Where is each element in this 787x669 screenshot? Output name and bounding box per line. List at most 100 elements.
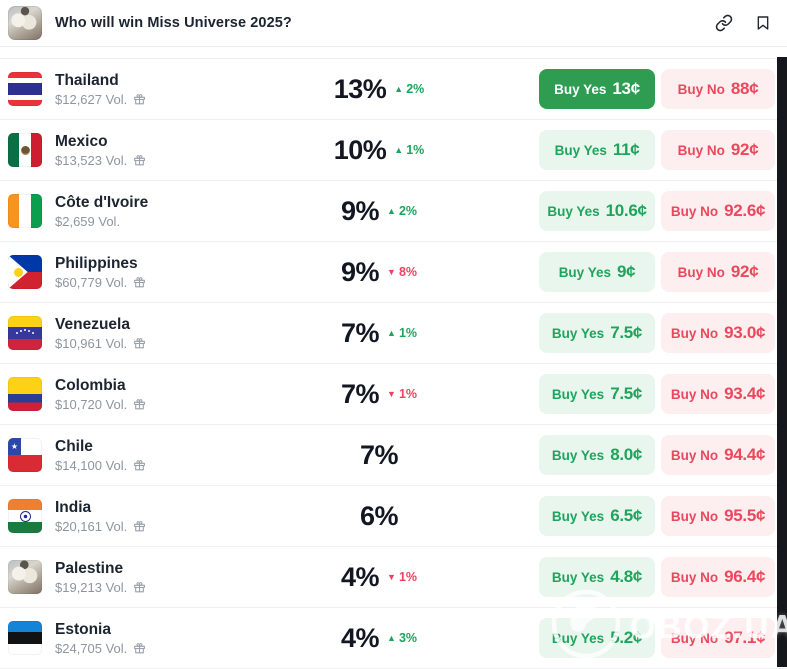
chile-flag-icon (8, 438, 42, 472)
no-price: 92¢ (730, 262, 759, 281)
probability-change: ▼ 1% (387, 387, 418, 401)
buy-no-button[interactable]: Buy No 96.4¢ (661, 557, 775, 597)
outcome-volume: $13,523 Vol. (55, 152, 128, 168)
buy-yes-button[interactable]: Buy Yes 6.5¢ (539, 496, 655, 536)
no-price: 96.4¢ (724, 567, 766, 586)
bookmark-icon[interactable] (755, 14, 771, 32)
outcome-name: Palestine (55, 559, 124, 577)
buy-yes-button[interactable]: Buy Yes 9¢ (539, 252, 655, 292)
yes-price: 9¢ (616, 262, 636, 281)
buy-yes-button[interactable]: Buy Yes 4.8¢ (539, 557, 655, 597)
outcome-name: Mexico (55, 132, 108, 150)
outcome-volume: $24,705 Vol. (55, 640, 128, 656)
gift-icon (133, 642, 146, 655)
outcome-row-palestine: Palestine $19,213 Vol. 4% ▼ 1% (0, 547, 787, 608)
outcome-probability: 13% (333, 73, 387, 104)
palestine-photo (8, 560, 42, 594)
market-header: Who will win Miss Universe 2025? (0, 0, 787, 47)
yes-price: 10.6¢ (605, 201, 647, 220)
india-flag-icon (8, 499, 42, 533)
outcome-probability: 10% (333, 134, 387, 165)
buy-no-button[interactable]: Buy No 92¢ (661, 130, 775, 170)
buy-yes-button[interactable]: Buy Yes 10.6¢ (539, 191, 655, 231)
buy-no-button[interactable]: Buy No 94.4¢ (661, 435, 775, 475)
event-avatar (8, 6, 42, 40)
no-price: 97.1¢ (724, 628, 766, 647)
outcome-volume: $60,779 Vol. (55, 274, 128, 290)
buy-yes-button[interactable]: Buy Yes 8.0¢ (539, 435, 655, 475)
page-edge-strip (777, 57, 787, 667)
change-up-icon: ▲ (394, 144, 404, 155)
no-price: 93.0¢ (724, 323, 766, 342)
outcome-probability: 7% (340, 317, 380, 348)
change-up-icon: ▲ (394, 83, 404, 94)
outcome-row-colombia: Colombia $10,720 Vol. 7% ▼ 1% (0, 364, 787, 425)
market-title: Who will win Miss Universe 2025? (55, 15, 292, 31)
gift-icon (133, 581, 146, 594)
probability-change: ▲ 3% (387, 631, 418, 645)
outcome-name: Venezuela (55, 315, 130, 333)
no-price: 88¢ (730, 79, 759, 98)
outcome-row-venezuela: Venezuela $10,961 Vol. 7% ▲ 1% (0, 303, 787, 364)
outcome-name: Thailand (55, 71, 119, 89)
gift-icon (133, 93, 146, 106)
no-price: 92.6¢ (724, 201, 766, 220)
outcome-volume: $10,961 Vol. (55, 335, 128, 351)
outcome-row-cote-divoire: Côte d'Ivoire $2,659 Vol. 9% ▲ 2% (0, 181, 787, 242)
buy-no-button[interactable]: Buy No 88¢ (661, 69, 775, 109)
yes-price: 4.8¢ (610, 567, 643, 586)
buy-no-button[interactable]: Buy No 92¢ (661, 252, 775, 292)
yes-price: 6.5¢ (610, 506, 643, 525)
outcome-row-philippines: Philippines $60,779 Vol. 9% ▼ 8% (0, 242, 787, 303)
outcome-row-thailand: Thailand $12,627 Vol. 13% ▲ 2% (0, 59, 787, 120)
yes-price: 7.5¢ (610, 323, 643, 342)
buy-yes-button[interactable]: Buy Yes 7.5¢ (539, 313, 655, 353)
no-price: 94.4¢ (724, 445, 766, 464)
probability-change: ▼ 8% (387, 265, 418, 279)
buy-no-button[interactable]: Buy No 93.0¢ (661, 313, 775, 353)
estonia-flag-icon (8, 621, 42, 655)
outcome-volume: $10,720 Vol. (55, 396, 128, 412)
buy-yes-button[interactable]: Buy Yes 5.2¢ (539, 618, 655, 658)
outcome-volume: $2,659 Vol. (55, 213, 121, 229)
buy-no-button[interactable]: Buy No 95.5¢ (661, 496, 775, 536)
buy-no-button[interactable]: Buy No 97.1¢ (661, 618, 775, 658)
outcome-name: Côte d'Ivoire (55, 193, 149, 211)
change-up-icon: ▲ (387, 205, 396, 216)
yes-price: 13¢ (612, 79, 640, 98)
probability-change: ▲ 2% (387, 204, 418, 218)
outcome-name: India (55, 498, 92, 516)
thailand-flag-icon (8, 72, 42, 106)
yes-price: 8.0¢ (610, 445, 643, 464)
copy-link-icon[interactable] (715, 14, 733, 32)
gift-icon (133, 398, 146, 411)
no-price: 95.5¢ (724, 506, 766, 525)
buy-yes-button[interactable]: Buy Yes 13¢ (539, 69, 655, 109)
outcome-row-estonia: Estonia $24,705 Vol. 4% ▲ 3% (0, 608, 787, 669)
buy-no-button[interactable]: Buy No 92.6¢ (661, 191, 775, 231)
gift-icon (133, 520, 146, 533)
outcome-name: Colombia (55, 376, 126, 394)
change-up-icon: ▲ (387, 632, 396, 643)
outcome-probability: 4% (340, 561, 380, 592)
outcome-probability: 6% (359, 500, 399, 531)
outcome-volume: $12,627 Vol. (55, 91, 128, 107)
outcome-volume: $20,161 Vol. (55, 518, 128, 534)
outcome-probability: 4% (340, 622, 380, 653)
yes-price: 7.5¢ (610, 384, 643, 403)
outcome-probability: 7% (340, 378, 380, 409)
buy-no-button[interactable]: Buy No 93.4¢ (661, 374, 775, 414)
mexico-flag-icon (8, 133, 42, 167)
gift-icon (133, 337, 146, 350)
probability-change: ▼ 1% (387, 570, 418, 584)
no-price: 93.4¢ (724, 384, 766, 403)
change-down-icon: ▼ (387, 266, 396, 277)
change-up-icon: ▲ (387, 327, 396, 338)
outcome-probability: 9% (340, 195, 380, 226)
buy-yes-button[interactable]: Buy Yes 7.5¢ (539, 374, 655, 414)
buy-yes-button[interactable]: Buy Yes 11¢ (539, 130, 655, 170)
change-down-icon: ▼ (387, 571, 396, 582)
outcome-name: Philippines (55, 254, 138, 272)
gift-icon (133, 276, 146, 289)
outcome-probability: 7% (359, 439, 399, 470)
